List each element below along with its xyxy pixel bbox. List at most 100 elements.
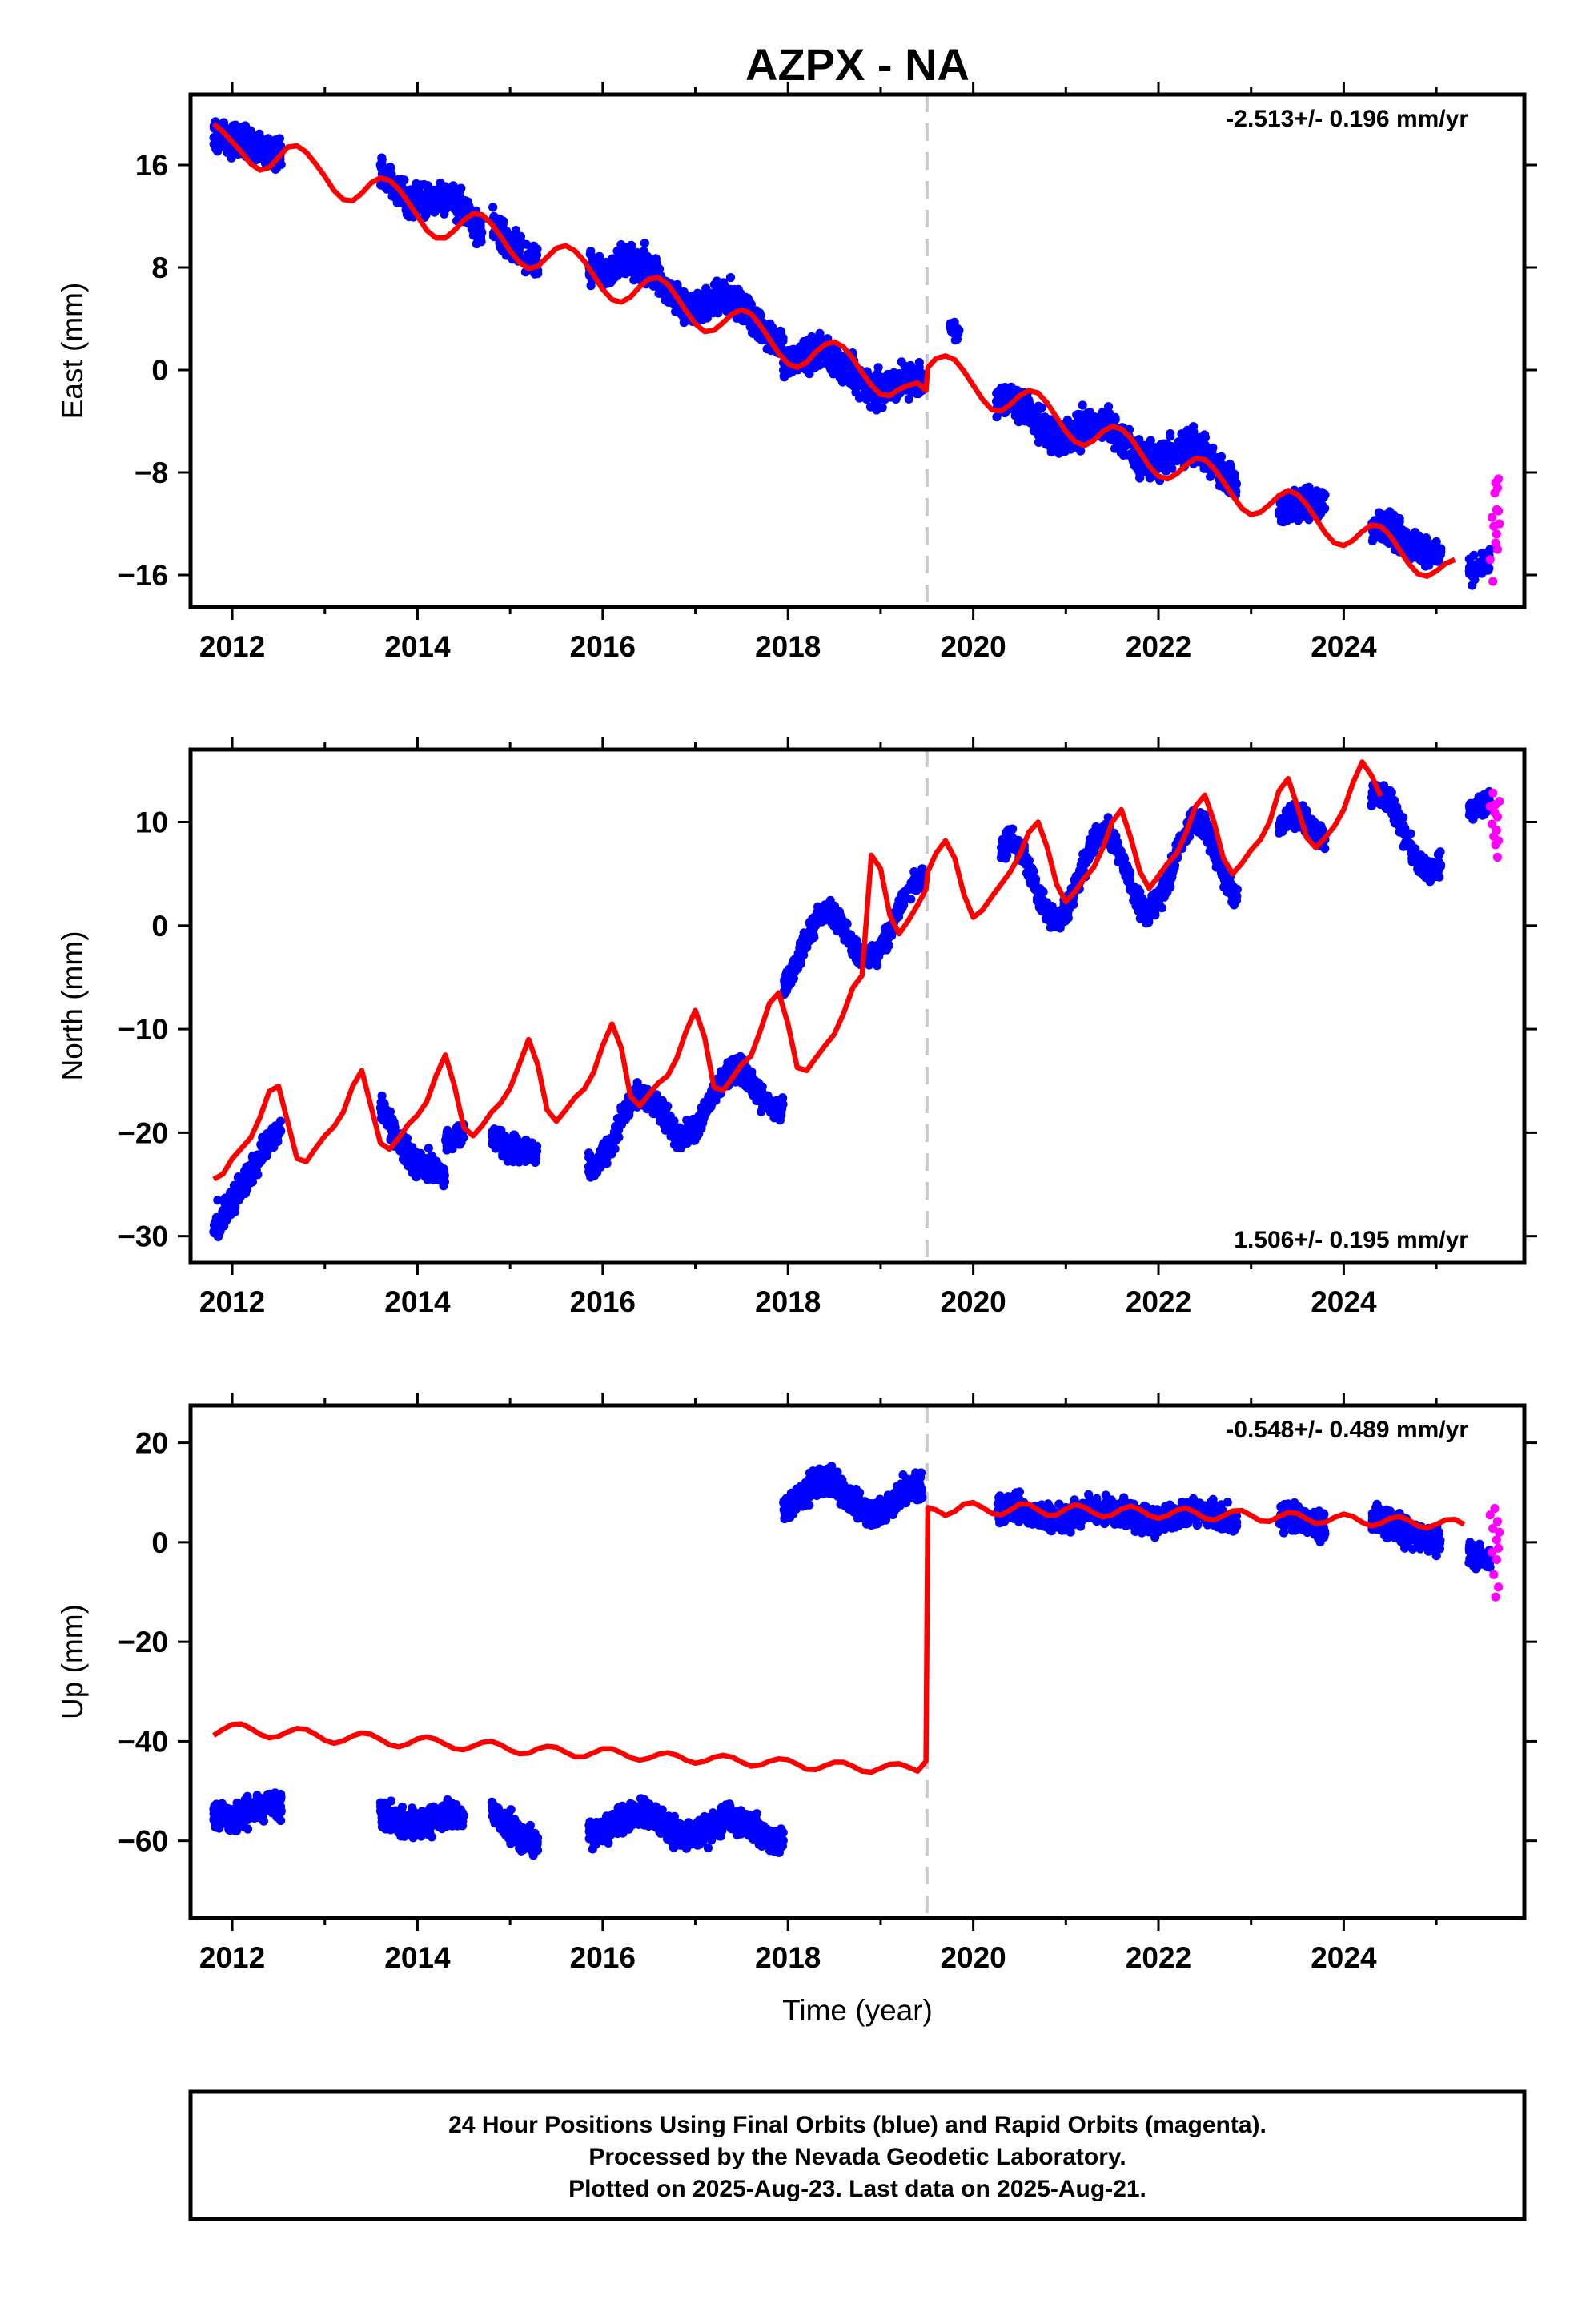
final-orbit-point: [1206, 472, 1215, 481]
final-orbit-point: [905, 360, 916, 370]
final-orbit-point: [1145, 473, 1155, 483]
y-axis-label: East (mm): [56, 283, 89, 420]
final-orbit-point: [250, 139, 259, 149]
final-orbit-point: [796, 342, 805, 352]
final-orbit-point: [1279, 517, 1288, 527]
final-orbit-point: [1054, 448, 1064, 458]
final-orbit-point: [1090, 419, 1099, 428]
final-orbit-point: [1407, 541, 1416, 552]
final-orbit-point: [1411, 528, 1420, 537]
final-orbit-point: [520, 1152, 530, 1161]
final-orbit-point: [247, 150, 256, 159]
final-orbit-point: [246, 1161, 255, 1171]
y-tick-label: 0: [151, 354, 168, 387]
final-orbit-point: [213, 147, 223, 156]
final-orbit-point: [213, 1196, 223, 1205]
final-orbit-point: [1386, 517, 1395, 527]
final-orbit-point: [1213, 453, 1223, 463]
final-orbit-point: [1076, 423, 1086, 432]
final-orbit-point: [1203, 446, 1212, 456]
final-orbit-point: [801, 364, 811, 374]
final-orbit-point: [1098, 407, 1108, 417]
final-orbit-point: [1226, 463, 1235, 472]
final-orbit-point: [496, 1140, 506, 1150]
final-orbit-point: [1190, 448, 1199, 457]
final-orbit-point: [749, 1091, 758, 1100]
final-orbit-point: [1118, 436, 1128, 446]
final-orbit-point: [1275, 509, 1284, 519]
final-orbit-point: [1481, 562, 1492, 573]
final-orbit-point: [1034, 437, 1043, 448]
final-orbit-point: [697, 296, 706, 306]
x-tick-label: 2024: [1311, 630, 1377, 663]
rapid-orbit-point: [1488, 577, 1498, 586]
final-orbit-point: [1142, 442, 1152, 452]
final-orbit-point: [496, 242, 505, 252]
final-orbit-point: [495, 1128, 504, 1138]
final-orbit-point: [620, 254, 630, 263]
panels: 2012 2014 2016 2018 2020 2022 2024−16−80816Eas…: [56, 82, 1537, 2027]
rapid-orbit-point: [1492, 483, 1502, 493]
final-orbit-point: [450, 1139, 460, 1148]
final-orbit-point: [1051, 423, 1061, 432]
final-orbit-point: [1150, 443, 1160, 452]
final-orbit-point: [697, 312, 706, 322]
final-orbit-point: [435, 1166, 445, 1176]
x-tick-label: 2016: [570, 630, 636, 663]
final-orbit-point: [777, 1104, 787, 1114]
final-orbit-point: [1010, 385, 1019, 395]
final-orbit-point: [736, 1051, 745, 1061]
rapid-orbit-point: [1492, 545, 1502, 554]
final-orbit-point: [452, 1128, 461, 1137]
final-orbit-point: [386, 163, 396, 172]
final-orbit-point: [510, 235, 520, 244]
final-orbit-point: [429, 203, 439, 213]
final-orbit-point: [213, 1221, 223, 1231]
final-orbit-point: [885, 372, 895, 381]
rapid-orbit-point: [1487, 513, 1497, 522]
final-orbit-point: [586, 1160, 596, 1169]
final-orbit-point: [381, 183, 391, 192]
final-orbit-point: [211, 1212, 221, 1223]
final-orbit-point: [896, 377, 905, 387]
final-orbit-point: [468, 219, 478, 228]
final-orbit-point: [505, 1145, 515, 1155]
final-orbit-point: [614, 1125, 624, 1135]
final-orbit-point: [400, 1138, 411, 1148]
final-orbit-point: [905, 374, 914, 384]
final-orbit-point: [237, 1185, 247, 1195]
final-orbit-point: [440, 182, 450, 191]
rapid-orbit-point: [1492, 529, 1501, 539]
final-orbit-point: [1375, 514, 1385, 524]
final-orbit-point: [751, 328, 761, 338]
final-orbit-point: [612, 246, 622, 256]
final-orbit-point: [838, 352, 848, 362]
final-orbit-point: [472, 227, 482, 237]
final-orbit-point: [396, 1146, 405, 1156]
final-orbit-point: [873, 369, 882, 379]
final-orbit-point: [1037, 403, 1046, 412]
final-orbit-point: [883, 380, 893, 389]
panel-north: 2012 2014 2016 2018 2020 2022 2024−30−20−10010…: [56, 737, 1537, 1318]
final-orbit-point: [1400, 536, 1410, 546]
final-orbit-point: [228, 121, 238, 131]
final-orbit-point: [1096, 416, 1106, 425]
final-orbit-point: [219, 1212, 229, 1222]
final-orbit-point: [498, 1149, 508, 1160]
final-orbit-point: [777, 1094, 787, 1104]
final-orbit-point: [1200, 432, 1210, 442]
y-tick-label: −8: [135, 456, 168, 489]
final-orbit-point: [240, 121, 250, 131]
final-orbit-point: [640, 260, 650, 270]
final-orbit-point: [596, 259, 606, 268]
final-orbit-point: [1317, 488, 1327, 497]
final-orbit-point: [416, 180, 426, 190]
final-orbit-point: [1166, 451, 1177, 460]
final-orbit-point: [1134, 435, 1144, 444]
final-orbit-point: [1368, 533, 1378, 543]
final-orbit-point: [456, 183, 466, 193]
x-tick-label: 2012: [199, 630, 265, 663]
final-orbit-point: [385, 1112, 395, 1121]
final-orbit-point: [452, 199, 462, 208]
